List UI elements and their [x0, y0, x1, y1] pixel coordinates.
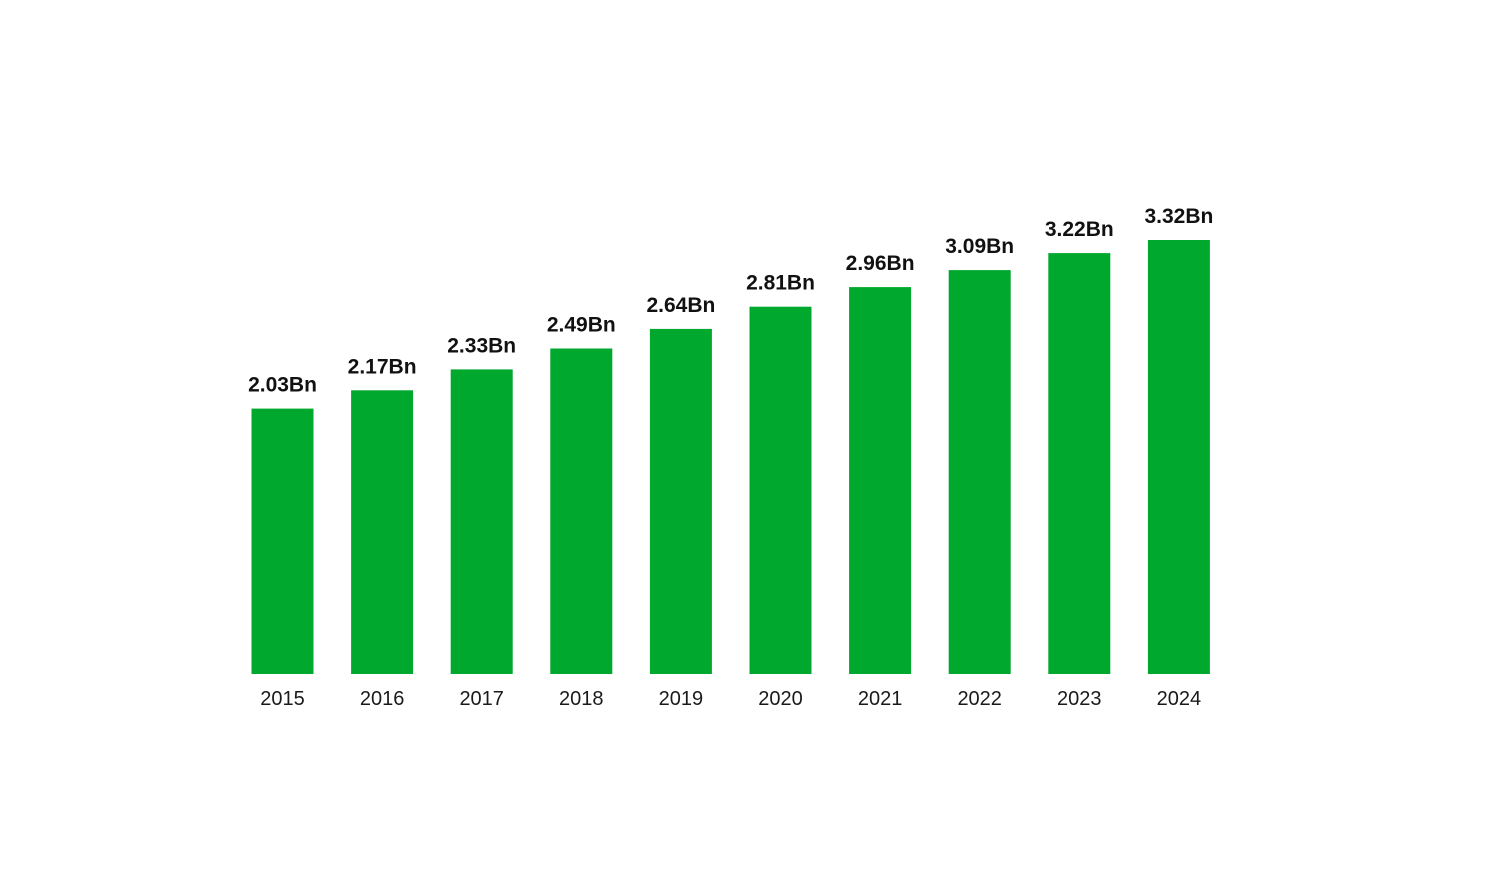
x-tick-label-2024: 2024 — [1157, 688, 1202, 710]
x-tick-label-2016: 2016 — [360, 688, 405, 710]
bar-2021 — [849, 287, 912, 674]
x-tick-label-2022: 2022 — [957, 688, 1002, 710]
x-tick-label-2018: 2018 — [559, 688, 604, 710]
value-labels-group: 2.03Bn 2.17Bn 2.33Bn 2.49Bn 2.64Bn 2.81Bn 2.96… — [248, 205, 1213, 397]
data-label-2016: 2.17Bn — [348, 355, 417, 378]
bar-2023 — [1048, 253, 1111, 674]
data-label-2019: 2.64Bn — [646, 294, 715, 317]
x-axis-tick-labels: 2015 2016 2017 2018 2019 2020 2021 2022 2023 2024 — [260, 688, 1201, 710]
x-tick-label-2015: 2015 — [260, 688, 305, 710]
x-tick-label-2017: 2017 — [459, 688, 504, 710]
bar-2024 — [1147, 240, 1210, 674]
bar-2017 — [450, 369, 513, 674]
bar-2018 — [550, 348, 613, 674]
data-label-2018: 2.49Bn — [547, 314, 616, 337]
data-label-2017: 2.33Bn — [447, 334, 516, 357]
data-label-2024: 3.32Bn — [1144, 205, 1213, 228]
bars-group — [251, 240, 1210, 674]
x-tick-label-2021: 2021 — [858, 688, 903, 710]
data-label-2021: 2.96Bn — [846, 252, 915, 275]
data-label-2015: 2.03Bn — [248, 374, 317, 397]
data-label-2023: 3.22Bn — [1045, 218, 1114, 241]
bar-2020 — [749, 306, 812, 674]
x-tick-label-2020: 2020 — [758, 688, 803, 710]
bar-2022 — [948, 270, 1011, 674]
bar-2019 — [649, 328, 712, 674]
bar-2015 — [251, 408, 314, 674]
data-label-2020: 2.81Bn — [746, 272, 815, 295]
x-tick-label-2023: 2023 — [1057, 688, 1102, 710]
data-label-2022: 3.09Bn — [945, 235, 1014, 258]
x-tick-label-2019: 2019 — [659, 688, 704, 710]
bar-2016 — [351, 390, 414, 674]
